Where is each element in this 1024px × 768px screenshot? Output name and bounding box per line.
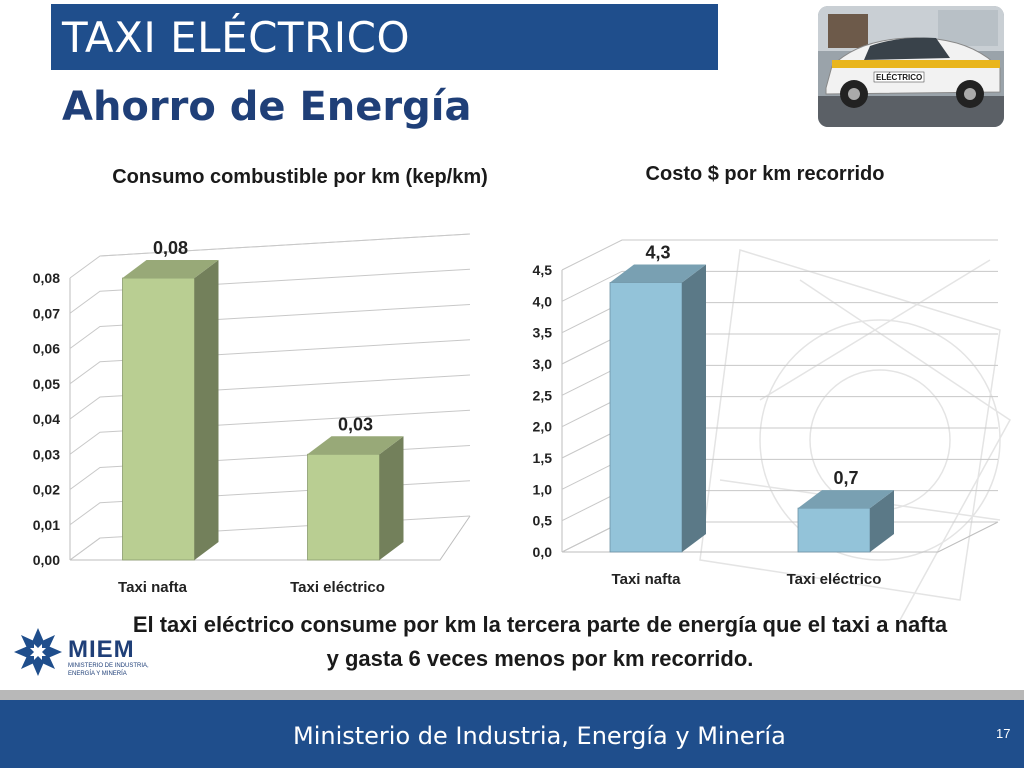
chart2-y-tick-label: 4,5: [533, 262, 553, 278]
chart1-y-tick-label: 0,04: [33, 411, 60, 427]
chart1-data-label: 0,08: [153, 238, 188, 258]
miem-logo-icon: [14, 628, 62, 676]
chart2-y-tick-label: 1,0: [533, 481, 553, 497]
title-banner: [51, 4, 718, 70]
chart2-category-label: Taxi eléctrico: [787, 571, 882, 588]
chart2-y-tick-label: 2,5: [533, 387, 553, 403]
logo-name: MIEM: [68, 636, 135, 663]
chart2-gridline: [561, 270, 998, 302]
chart2-data-label: 0,7: [833, 468, 858, 488]
chart2-costo: 0,0 0,5 1,0 1,5 2,0 2,5 3,0 3,5 4,0 4,5 4,3 Taxi na…: [533, 239, 999, 588]
chart2-gridline: [561, 239, 998, 271]
chart2-y-tick-label: 3,5: [533, 325, 553, 341]
chart2-category-label: Taxi nafta: [612, 571, 682, 588]
conclusion-caption: El taxi eléctrico consume por km la terc…: [132, 612, 948, 671]
chart1-y-tick-label: 0,06: [33, 341, 60, 357]
chart1-y-tick-label: 0,01: [33, 517, 60, 533]
chart1-data-label: 0,03: [338, 414, 373, 434]
chart1-gridline: [69, 374, 471, 420]
chart2-bar: [609, 264, 706, 553]
chart1-y-tick-label: 0,02: [33, 482, 60, 498]
chart1-gridline: [69, 233, 471, 279]
chart1-consumo: 0,00 0,01 0,02 0,03 0,04 0,05 0,06 0,07 0,08 0,08…: [33, 233, 471, 596]
electric-taxi-photo: ELÉCTRICO: [818, 6, 1004, 127]
chart1-y-tick-label: 0,05: [33, 376, 60, 392]
chart2-y-tick-label: 4,0: [533, 293, 553, 309]
slide-title: TAXI ELÉCTRICO: [62, 13, 411, 62]
logo-subtitle: MINISTERIO DE INDUSTRIA, ENERGÍA Y MINER…: [68, 663, 149, 677]
chart1-y-tick-label: 0,03: [33, 446, 60, 462]
chart2-y-tick-label: 0,5: [533, 513, 553, 529]
footer-ministry-name: Ministerio de Industria, Energía y Miner…: [293, 722, 786, 750]
chart1-y-tick-label: 0,08: [33, 270, 60, 286]
footer-divider: [0, 690, 1024, 700]
chart2-y-tick-label: 3,0: [533, 356, 553, 372]
chart2-bar: [797, 490, 894, 553]
chart2-title: Costo $ por km recorrido: [645, 163, 885, 185]
chart2-y-tick-label: 1,5: [533, 450, 553, 466]
chart1-y-tick-label: 0,07: [33, 305, 60, 321]
chart1-y-tick-label: 0,00: [33, 552, 60, 568]
chart1-category-label: Taxi nafta: [118, 579, 188, 596]
chart2-data-label: 4,3: [645, 243, 670, 263]
page-number: 17: [996, 726, 1011, 741]
slide-subtitle: Ahorro de Energía: [62, 84, 472, 130]
chart1-gridline: [69, 409, 471, 455]
chart2-y-tick-label: 0,0: [533, 544, 553, 560]
chart1-bar: [122, 260, 219, 561]
chart1-gridline: [69, 268, 471, 314]
chart1-title: Consumo combustible por km (kep/km): [112, 166, 488, 188]
svg-text:ELÉCTRICO: ELÉCTRICO: [876, 73, 922, 82]
chart1-category-label: Taxi eléctrico: [290, 579, 385, 596]
chart1-gridline: [69, 339, 471, 385]
chart1-bar: [307, 436, 404, 561]
chart2-y-tick-label: 2,0: [533, 419, 553, 435]
footer-bar: [0, 700, 1024, 768]
chart1-gridline: [69, 304, 471, 349]
